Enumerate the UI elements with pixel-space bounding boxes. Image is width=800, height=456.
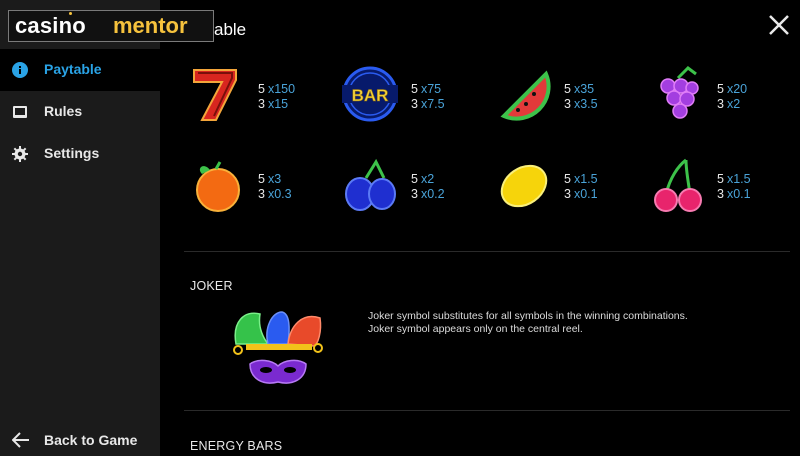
- arrow-left-icon: [12, 432, 29, 448]
- plum-icon: [345, 158, 396, 211]
- joker-title: JOKER: [190, 279, 233, 293]
- paytable-values: 5 x1.5 3 x0.1: [564, 172, 598, 201]
- grapes-icon: [660, 66, 699, 119]
- joker-icon: [233, 311, 323, 384]
- energy-bars-title: ENERGY BARS: [190, 439, 283, 453]
- paytable-values: 5 x2 3 x0.2: [411, 172, 445, 201]
- bar-icon: BAR: [342, 66, 398, 122]
- sidebar-item-paytable[interactable]: Paytable: [0, 49, 160, 91]
- book-icon: [13, 106, 27, 118]
- paytable-values: 5 x20 3 x2: [717, 82, 748, 111]
- watermelon-icon: [500, 70, 551, 121]
- paytable-values: 5 x35 3 x3.5: [564, 82, 598, 111]
- close-icon[interactable]: [766, 12, 792, 38]
- sidebar-item-label: Rules: [44, 103, 83, 119]
- info-icon: [12, 62, 28, 78]
- back-to-game-button[interactable]: Back to Game: [0, 424, 160, 456]
- orange-icon: [196, 161, 240, 212]
- paytable-values: 5 x3 3 x0.3: [258, 172, 292, 201]
- svg-text:BAR: BAR: [352, 86, 389, 105]
- paytable-values: 5 x75 3 x7.5: [411, 82, 445, 111]
- sidebar-item-settings[interactable]: Settings: [0, 133, 160, 175]
- divider: [184, 251, 790, 252]
- divider: [184, 410, 790, 411]
- lemon-icon: [500, 164, 548, 208]
- sidebar-item-rules[interactable]: Rules: [0, 91, 160, 133]
- cherry-icon: [654, 158, 702, 212]
- sidebar-item-label: Settings: [44, 145, 100, 161]
- paytable-values: 5 x1.5 3 x0.1: [717, 172, 751, 201]
- back-to-game-label: Back to Game: [44, 432, 138, 448]
- paytable-values: 5 x150 3 x15: [258, 82, 296, 111]
- seven-icon: [193, 69, 237, 121]
- gear-icon: [12, 146, 28, 162]
- joker-description: Joker symbol substitutes for all symbols…: [368, 310, 688, 335]
- sidebar: Paytable Rules Settings Back to Game: [0, 0, 160, 456]
- page-title: able: [214, 20, 247, 39]
- sidebar-item-label: Paytable: [44, 61, 102, 77]
- casinomentor-logo: casino mentor: [8, 10, 214, 42]
